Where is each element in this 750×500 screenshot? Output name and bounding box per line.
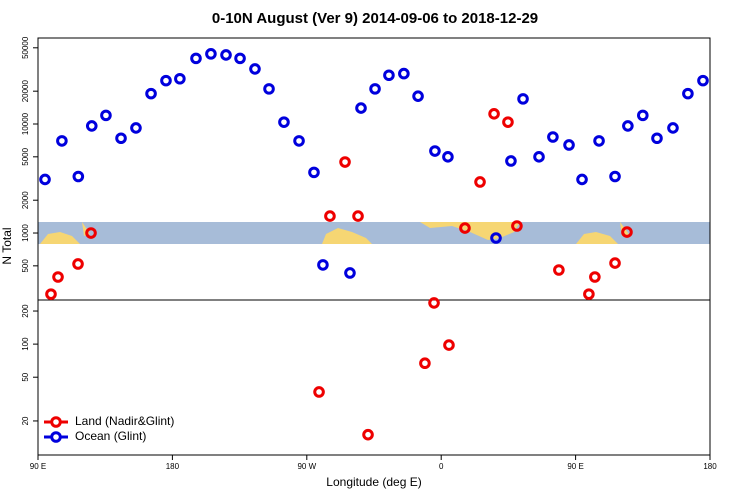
data-point [56,135,68,147]
data-point [317,259,329,271]
x-tick-label: 90 E [567,462,583,471]
y-tick-label: 2000 [21,191,30,209]
x-tick-label: 180 [703,462,717,471]
data-point [553,264,565,276]
x-tick-label: 180 [166,462,180,471]
data-point [85,227,97,239]
y-tick-label: 100 [21,337,30,351]
data-point [429,145,441,157]
data-point [621,226,633,238]
data-point [419,357,431,370]
data-point [174,72,186,85]
data-point [428,297,440,309]
data-point [442,151,454,163]
data-point [263,83,275,95]
data-point [190,52,202,65]
data-point [362,428,374,441]
data-point [72,170,85,183]
data-point [205,48,217,60]
data-point [517,93,529,105]
chart-title: 0-10N August (Ver 9) 2014-09-06 to 2018-… [212,10,538,27]
x-tick-label: 90 E [30,462,46,471]
data-point [682,87,694,100]
data-point [589,271,601,283]
data-point [593,135,605,147]
data-point [72,258,84,270]
data-point [293,135,305,147]
data-point [369,83,381,95]
data-point [667,122,679,134]
data-point [398,67,410,80]
data-point [576,173,588,186]
y-tick-label: 5000 [21,147,30,165]
data-point [563,139,575,151]
data-point [234,52,246,65]
y-tick-label: 50000 [21,36,30,59]
data-point [505,155,517,167]
data-point [697,74,709,87]
y-tick-label: 20000 [21,80,30,103]
y-axis-label: N Total [0,227,14,264]
y-tick-label: 20 [21,416,30,425]
data-point [344,267,356,279]
data-point [278,116,290,128]
data-point [85,120,98,132]
data-point [533,151,545,163]
legend-marker [50,431,62,443]
data-point [220,49,232,61]
legend-label: Land (Nadir&Glint) [75,414,174,428]
plot-frame [37,37,711,456]
y-tick-label: 500 [21,259,30,273]
data-point [352,210,364,222]
data-point [355,102,367,114]
y-tick-label: 50 [21,372,30,381]
x-tick-label: 0 [439,462,444,471]
data-point [160,74,172,87]
map-strip [38,222,710,244]
data-point [412,90,424,102]
data-point [52,271,64,283]
data-point [249,63,261,75]
data-point [637,109,649,122]
data-point [609,257,621,269]
x-axis-label: Longitude (deg E) [326,475,421,489]
data-point [443,339,455,351]
data-point [324,210,336,222]
data-point [130,122,142,134]
legend-marker [50,416,62,428]
data-point [383,69,395,82]
data-point [100,109,112,122]
data-point [45,288,57,300]
data-point [547,131,559,143]
y-tick-label: 200 [21,304,30,318]
y-tick-label: 1000 [21,224,30,242]
data-point [339,156,351,168]
data-point [488,108,500,120]
x-tick-label: 90 W [297,462,316,471]
data-point [145,87,157,100]
data-point [490,232,502,244]
data-point [474,176,486,188]
data-point [651,132,663,145]
data-point [511,220,523,232]
data-point [39,173,51,186]
data-point [115,132,127,145]
data-point [622,120,634,132]
legend-label: Ocean (Glint) [75,429,146,443]
data-point [502,116,514,128]
data-point [313,386,325,398]
y-tick-label: 10000 [21,112,30,135]
data-point [308,166,320,179]
data-point [583,288,595,300]
data-point [609,170,621,183]
data-point [459,222,471,234]
